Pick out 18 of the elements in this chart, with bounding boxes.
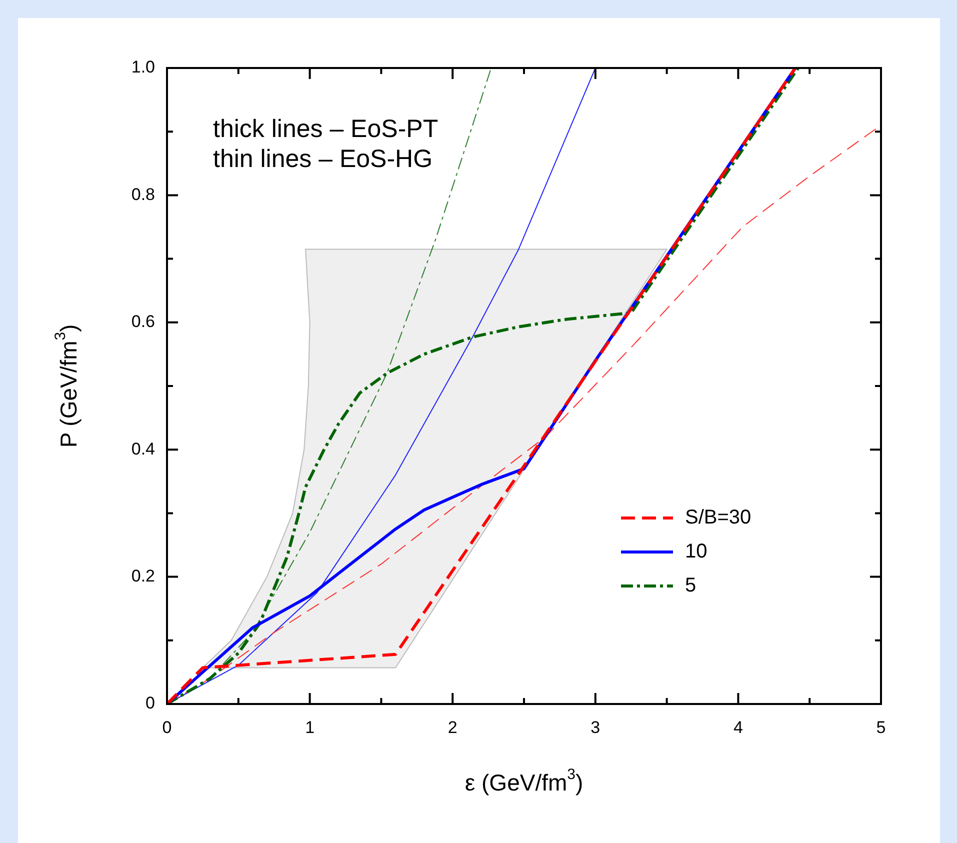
legend-label: 5: [685, 574, 696, 597]
x-tick-label: 0: [162, 718, 172, 737]
x-tick-label: 5: [876, 718, 886, 737]
x-tick-label: 2: [448, 718, 458, 737]
x-tick-label: 3: [590, 718, 600, 737]
annotation: thick lines – EoS-PT: [213, 114, 438, 143]
y-tick-label: 0.6: [131, 312, 155, 332]
x-tick-label: 4: [733, 718, 743, 737]
y-tick-label: 0.4: [131, 439, 155, 458]
legend-label: 10: [685, 540, 708, 563]
y-tick-label: 0.2: [131, 566, 155, 586]
y-tick-label: 0.8: [131, 184, 155, 204]
x-tick-label: 1: [305, 718, 315, 737]
y-axis-title: P (GeV/fm3): [52, 324, 82, 448]
legend-label: S/B=30: [685, 506, 752, 529]
y-tick-label: 1.0: [131, 58, 155, 77]
y-tick-label: 0: [146, 694, 155, 713]
annotation: thin lines – EoS-HG: [213, 144, 433, 173]
